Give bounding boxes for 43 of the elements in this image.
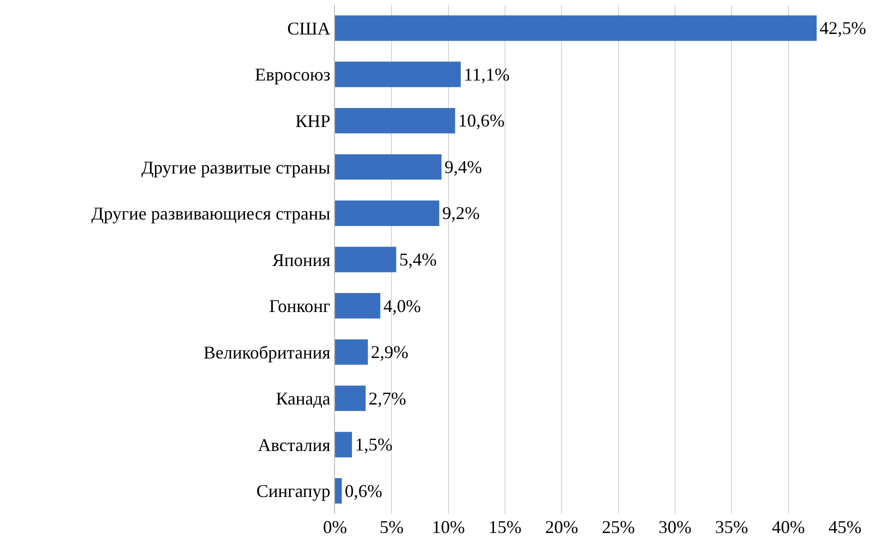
- bar: [335, 478, 342, 504]
- data-label: 1,5%: [355, 434, 392, 455]
- bar: [335, 293, 380, 318]
- y-tick-label: Канада: [276, 388, 330, 409]
- bar: [335, 62, 461, 88]
- x-tick-label: 25%: [602, 517, 635, 537]
- y-tick-label: США: [287, 18, 330, 38]
- bar: [335, 386, 366, 412]
- bar: [335, 154, 442, 180]
- data-label: 2,9%: [370, 342, 408, 362]
- y-tick-label: Сингапур: [256, 481, 330, 502]
- bar: [335, 15, 817, 41]
- x-tick-label: 0%: [323, 517, 347, 537]
- data-label: 9,4%: [444, 156, 482, 177]
- x-tick-label: 5%: [380, 517, 404, 537]
- data-label: 11,1%: [464, 64, 510, 84]
- y-tick-label: Япония: [272, 250, 330, 270]
- bar: [335, 432, 352, 458]
- x-tick-label: 40%: [772, 517, 805, 537]
- y-tick-label: Другие развитые страны: [141, 157, 330, 178]
- x-tick-label: 20%: [545, 517, 578, 537]
- data-label: 2,7%: [368, 388, 406, 408]
- y-tick-label: Великобритания: [204, 342, 330, 362]
- data-label: 10,6%: [458, 110, 505, 131]
- y-tick-label: КНР: [295, 110, 330, 131]
- y-tick-label: Гонконг: [269, 296, 330, 316]
- data-label: 42,5%: [820, 18, 866, 38]
- data-label: 4,0%: [383, 296, 421, 316]
- x-tick-label: 10%: [432, 517, 465, 537]
- bar: [335, 339, 368, 365]
- bar: [335, 108, 456, 134]
- data-label: 9,2%: [442, 203, 480, 224]
- y-tick-label: Евросоюз: [254, 64, 330, 85]
- y-tick-label: Австалия: [258, 434, 330, 455]
- y-tick-label: Другие развивающиеся страны: [91, 204, 330, 224]
- x-tick-label: 30%: [658, 517, 692, 537]
- bar: [335, 200, 440, 226]
- data-label: 5,4%: [399, 249, 437, 270]
- bar: [335, 246, 396, 272]
- x-tick-label: 35%: [715, 517, 748, 537]
- x-tick-label: 15%: [488, 517, 522, 537]
- data-label: 0,6%: [344, 480, 382, 501]
- x-tick-label: 45%: [828, 517, 862, 537]
